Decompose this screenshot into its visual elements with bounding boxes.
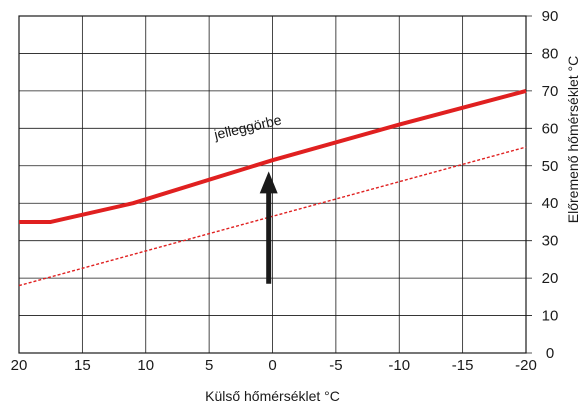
y-tick-label: 90 — [542, 8, 559, 25]
series-layer — [18, 88, 527, 287]
x-tick-label: -10 — [388, 357, 410, 374]
grid — [18, 15, 532, 354]
x-tick-labels: 20 15 10 5 0 -5 -10 -15 -20 — [11, 357, 537, 374]
arrow-head — [259, 171, 278, 194]
y-tick-label: 20 — [542, 270, 559, 287]
series-line-solid — [19, 88, 527, 224]
y-tick-label: 40 — [542, 195, 559, 212]
x-tick-label: 15 — [74, 357, 91, 374]
y-tick-labels: 0 10 20 30 40 50 60 70 80 90 — [542, 8, 559, 362]
x-tick-label: -15 — [452, 357, 474, 374]
x-tick-label: 0 — [268, 357, 276, 374]
y-tick-label: 70 — [542, 83, 559, 100]
arrow-layer — [259, 171, 278, 284]
plot-frame — [18, 15, 527, 354]
y-tick-label: 80 — [542, 45, 559, 62]
x-tick-label: 5 — [205, 357, 213, 374]
x-tick-label: -5 — [329, 357, 342, 374]
y-tick-label: 30 — [542, 233, 559, 250]
x-tick-label: -20 — [515, 357, 537, 374]
series-line-dashed — [18, 146, 527, 287]
y-tick-label: 10 — [542, 308, 559, 325]
x-tick-label: 10 — [137, 357, 154, 374]
y-tick-label: 0 — [546, 345, 554, 362]
y-tick-label: 50 — [542, 158, 559, 175]
x-tick-label: 20 — [11, 357, 28, 374]
y-axis-label: Előremenő hőmérséklet °C — [565, 56, 581, 223]
y-tick-label: 60 — [542, 120, 559, 137]
x-axis-label: Külső hőmérséklet °C — [205, 388, 340, 404]
